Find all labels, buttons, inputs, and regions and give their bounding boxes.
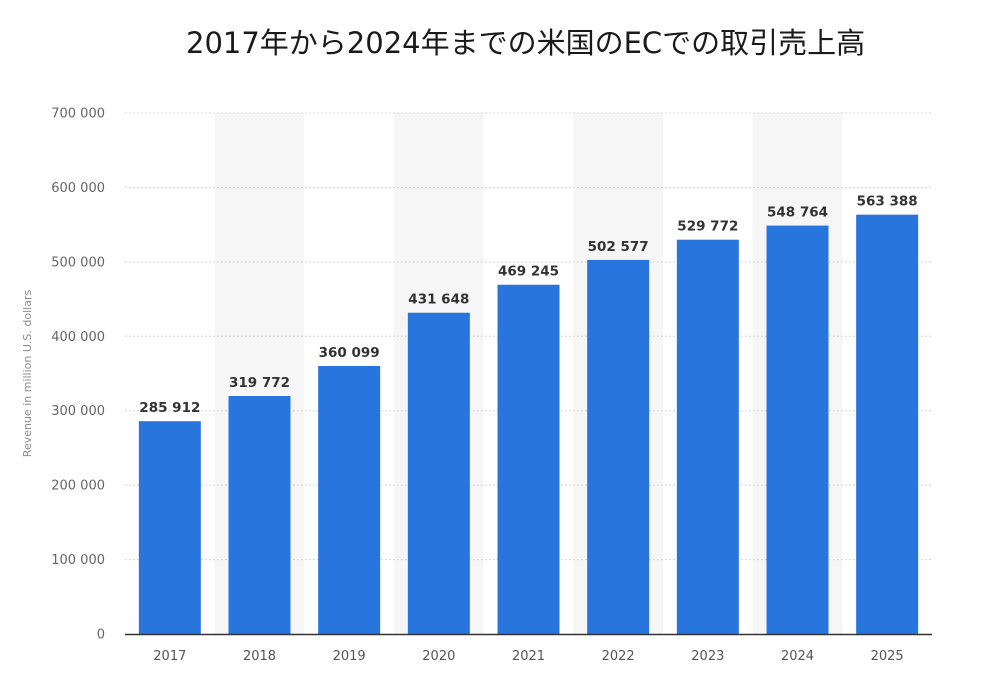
bar-2017[interactable]: [138, 421, 201, 634]
data-label-2024: 548 764: [767, 205, 828, 221]
y-tick-label: 200 000: [51, 479, 105, 494]
bar-2019[interactable]: [318, 365, 381, 634]
data-label-2018: 319 772: [229, 375, 290, 391]
bars: [138, 214, 919, 635]
bar-2018[interactable]: [228, 395, 291, 634]
data-label-2023: 529 772: [677, 219, 738, 235]
bar-2022[interactable]: [587, 259, 650, 634]
y-tick-label: 700 000: [51, 107, 105, 122]
x-tick-label: 2018: [243, 649, 276, 664]
bar-2020[interactable]: [407, 312, 470, 634]
bar-2023[interactable]: [676, 239, 739, 634]
x-tick-label: 2024: [781, 649, 814, 664]
y-axis-ticks: 0 100 000 200 000 300 000 400 000 500 000 600 …: [51, 107, 105, 643]
y-tick-label: 400 000: [51, 330, 105, 345]
x-tick-label: 2020: [422, 649, 455, 664]
x-tick-label: 2021: [512, 649, 545, 664]
x-tick-label: 2025: [871, 649, 904, 664]
data-label-2020: 431 648: [408, 292, 469, 308]
bar-2024[interactable]: [766, 225, 829, 634]
x-tick-label: 2023: [691, 649, 724, 664]
x-tick-label: 2022: [602, 649, 635, 664]
y-tick-label: 0: [97, 628, 105, 643]
bar-2021[interactable]: [497, 284, 560, 634]
y-tick-label: 300 000: [51, 404, 105, 419]
y-axis-title: Revenue in million U.S. dollars: [21, 290, 34, 458]
x-axis-ticks: 2017 2018 2019 2020 2021 2022 2023 2024 2025: [153, 649, 903, 664]
x-tick-label: 2019: [333, 649, 366, 664]
y-tick-label: 100 000: [51, 553, 105, 568]
data-label-2022: 502 577: [588, 239, 649, 255]
data-label-2025: 563 388: [857, 194, 918, 210]
y-tick-label: 500 000: [51, 255, 105, 270]
data-labels: 285 912 319 772 360 099 431 648 469 245 502 5…: [139, 194, 917, 417]
data-label-2017: 285 912: [139, 400, 200, 416]
chart-title: 2017年から2024年までの米国のECでの取引売上高: [186, 26, 866, 60]
data-label-2021: 469 245: [498, 264, 559, 280]
data-label-2019: 360 099: [319, 345, 380, 361]
y-tick-label: 600 000: [51, 181, 105, 196]
bar-2025[interactable]: [856, 214, 919, 635]
x-tick-label: 2017: [153, 649, 186, 664]
